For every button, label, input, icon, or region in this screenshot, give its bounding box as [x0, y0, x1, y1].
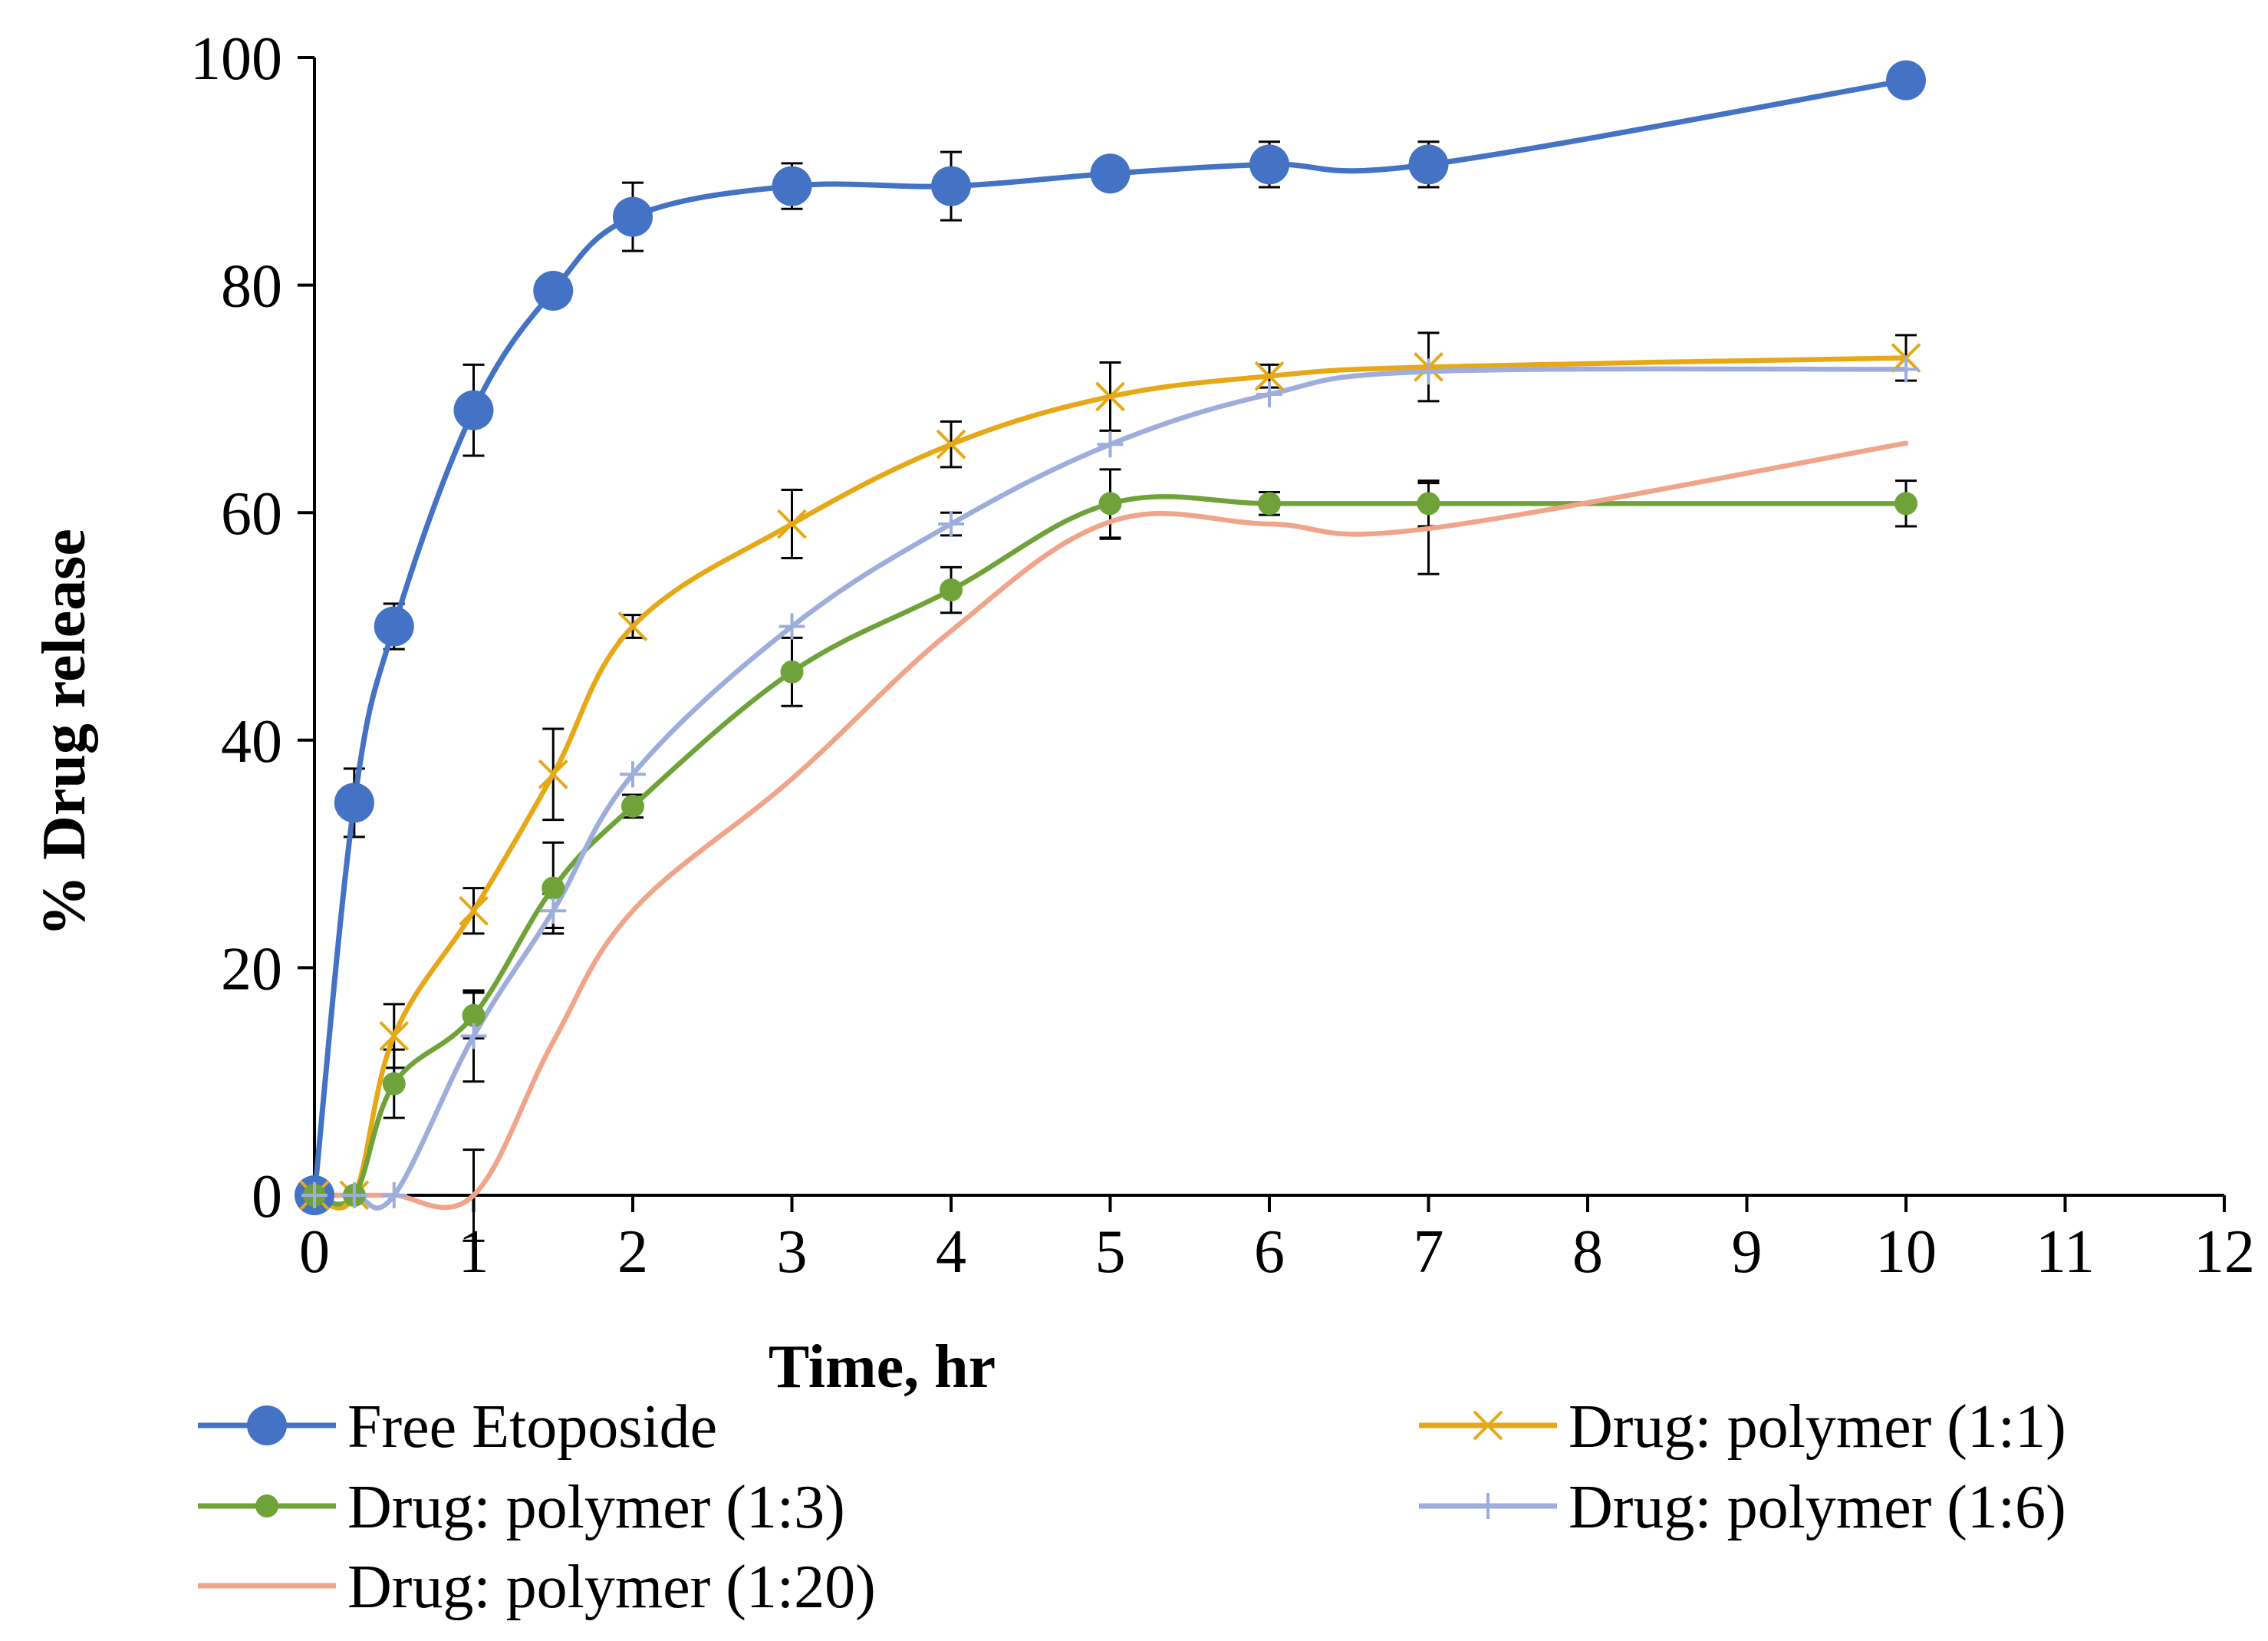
series-line-3	[311, 366, 1909, 1211]
data-point	[1097, 431, 1124, 458]
legend-swatch-marker	[1473, 1410, 1503, 1441]
series-line-2	[311, 494, 1909, 1207]
data-point	[777, 509, 807, 539]
data-point	[1417, 492, 1440, 516]
y-tick-label: 80	[221, 253, 282, 321]
x-tick-label: 6	[1254, 1218, 1285, 1286]
legend-entry: Drug: polymer (1:6)	[1419, 1474, 2066, 1541]
data-point	[1098, 492, 1122, 516]
data-point	[1886, 60, 1926, 101]
x-marker-stroke	[777, 509, 807, 539]
data-point	[1408, 144, 1449, 185]
data-point	[538, 759, 568, 789]
data-point	[459, 895, 489, 926]
x-tick-label: 0	[299, 1218, 330, 1286]
x-tick-label: 5	[1095, 1218, 1126, 1286]
y-tick-label: 40	[221, 708, 282, 776]
y-tick-label: 100	[190, 25, 282, 93]
data-point	[460, 1023, 487, 1050]
x-marker-stroke	[538, 759, 568, 789]
data-point	[1894, 492, 1917, 516]
data-point	[453, 390, 494, 430]
legend-label: Free Etoposide	[347, 1393, 717, 1461]
axes	[298, 56, 2226, 1212]
legend-entry: Free Etoposide	[198, 1393, 717, 1461]
legend: Free Etoposide Drug: polymer (1:1) Drug: p…	[198, 1393, 2066, 1621]
y-tick-label: 60	[221, 480, 282, 548]
data-point	[1256, 381, 1282, 407]
data-point	[936, 429, 966, 460]
data-point	[334, 783, 374, 823]
data-point	[778, 613, 805, 640]
data-point	[1415, 358, 1442, 385]
error-bars	[343, 140, 1917, 1242]
data-point	[1258, 492, 1281, 516]
legend-swatch-marker	[247, 1405, 287, 1445]
data-point	[301, 1182, 328, 1208]
legend-label: Drug: polymer (1:3)	[347, 1474, 845, 1541]
data-point	[938, 511, 964, 538]
data-point	[621, 794, 644, 818]
data-point	[1249, 144, 1289, 185]
data-point	[374, 606, 414, 647]
data-point	[382, 1072, 406, 1096]
x-tick-label: 10	[1875, 1218, 1937, 1286]
data-point	[620, 761, 646, 788]
y-tick-label: 0	[252, 1163, 282, 1231]
x-marker-stroke	[379, 1020, 410, 1051]
data-point	[931, 166, 971, 206]
x-tick-label: 8	[1572, 1218, 1603, 1286]
series-line-4	[311, 440, 1909, 1211]
legend-swatch-marker	[255, 1494, 278, 1517]
x-marker-stroke	[459, 895, 489, 926]
x-tick-label: 3	[777, 1218, 808, 1286]
data-point	[617, 611, 648, 641]
legend-label: Drug: polymer (1:6)	[1569, 1474, 2066, 1541]
legend-entry: Drug: polymer (1:20)	[198, 1554, 876, 1621]
legend-swatch-marker	[1475, 1493, 1501, 1519]
data-point	[780, 660, 804, 684]
x-marker-stroke	[936, 429, 966, 460]
x-tick-label: 9	[1732, 1218, 1763, 1286]
data-point	[772, 166, 812, 206]
series-markers	[295, 60, 1926, 1215]
legend-entry: Drug: polymer (1:1)	[1419, 1393, 2066, 1461]
x-tick-label: 4	[936, 1218, 966, 1286]
series-line-0	[311, 77, 1909, 1198]
data-point	[379, 1020, 410, 1051]
data-point	[380, 1182, 407, 1208]
y-tick-label: 20	[221, 935, 282, 1003]
legend-entry: Drug: polymer (1:3)	[198, 1474, 845, 1541]
data-point	[940, 578, 963, 602]
x-marker-stroke	[1095, 381, 1125, 412]
data-point	[541, 876, 565, 900]
y-axis-title: % Drug release	[31, 529, 98, 937]
data-point	[462, 1003, 486, 1027]
x-marker-stroke	[1473, 1410, 1503, 1441]
x-marker-stroke	[1254, 361, 1285, 391]
data-point	[341, 1182, 367, 1208]
data-point	[1893, 356, 1919, 383]
x-tick-label: 12	[2194, 1218, 2255, 1286]
x-marker-stroke	[617, 611, 648, 641]
x-tick-label: 2	[617, 1218, 648, 1286]
data-point	[540, 898, 567, 924]
data-point	[533, 271, 574, 311]
data-point	[613, 196, 653, 237]
x-tick-label: 7	[1414, 1218, 1444, 1286]
data-point	[1090, 153, 1131, 194]
data-point	[1254, 361, 1285, 391]
x-tick-label: 11	[2036, 1218, 2095, 1286]
x-axis-title: Time, hr	[769, 1333, 996, 1401]
data-point	[1095, 381, 1125, 412]
series-lines	[311, 77, 1909, 1211]
legend-label: Drug: polymer (1:1)	[1569, 1393, 2066, 1461]
legend-label: Drug: polymer (1:20)	[347, 1554, 876, 1621]
